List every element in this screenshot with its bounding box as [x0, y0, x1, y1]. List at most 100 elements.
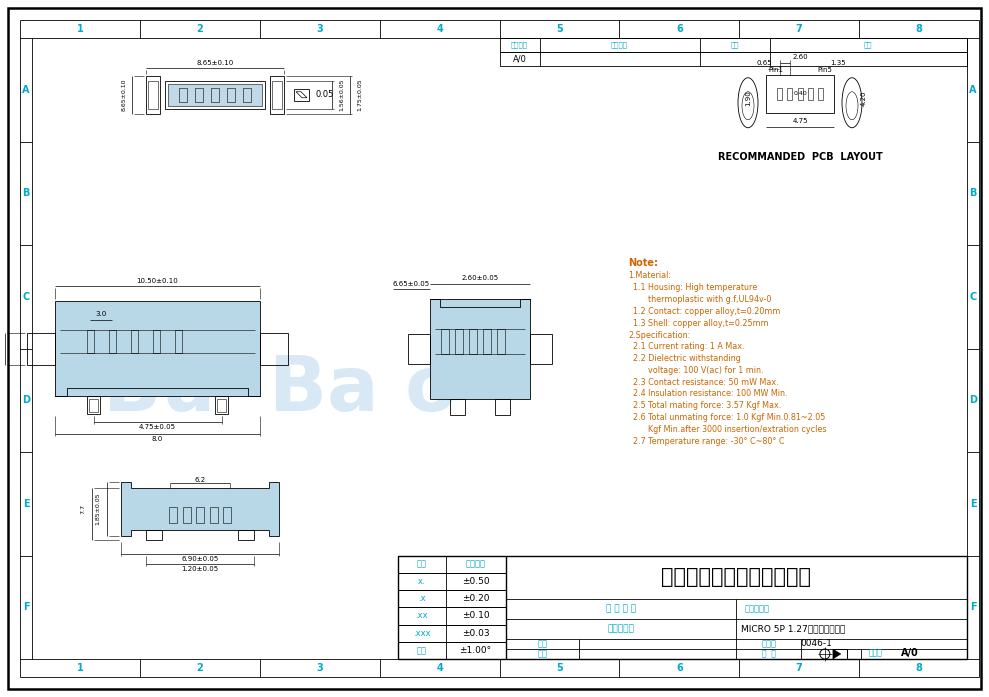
Text: 尺寸: 尺寸 [416, 560, 426, 569]
Bar [483, 328, 491, 353]
Bar [260, 332, 288, 365]
Text: 6.90±0.05: 6.90±0.05 [181, 556, 219, 562]
Text: E: E [969, 499, 976, 509]
Text: 10.50±0.10: 10.50±0.10 [136, 278, 178, 284]
Bar [797, 88, 802, 100]
Text: 版号：: 版号： [869, 648, 883, 657]
Bar [148, 81, 158, 109]
Text: 1.2 Contact: copper alloy,t=0.20mm: 1.2 Contact: copper alloy,t=0.20mm [628, 307, 780, 316]
Text: 3: 3 [316, 24, 323, 34]
Bar [766, 75, 834, 113]
Text: 审核: 审核 [537, 650, 548, 659]
Bar [408, 333, 430, 364]
Text: 视  图: 视 图 [762, 650, 775, 659]
Bar [398, 590, 505, 607]
Text: 日期: 日期 [864, 42, 872, 48]
Text: 8.65±0.10: 8.65±0.10 [122, 79, 127, 111]
Text: 4.20: 4.20 [861, 90, 867, 105]
Text: RECOMMANDED  PCB  LAYOUT: RECOMMANDED PCB LAYOUT [718, 151, 882, 162]
Text: A: A [22, 85, 30, 95]
Bar [211, 88, 219, 102]
Text: 允许公差: 允许公差 [466, 560, 486, 569]
Text: 图 纸 类 型: 图 纸 类 型 [606, 604, 636, 613]
Text: 1.1 Housing: High temperature: 1.1 Housing: High temperature [628, 283, 758, 292]
Text: 3.0: 3.0 [95, 312, 107, 318]
Text: 7.7: 7.7 [80, 504, 85, 514]
Bar [131, 330, 137, 353]
Text: ±0.20: ±0.20 [462, 594, 490, 603]
Text: 2.4 Insulation resistance: 100 MW Min.: 2.4 Insulation resistance: 100 MW Min. [628, 390, 787, 399]
Bar [495, 399, 510, 415]
Bar [270, 76, 284, 114]
Text: 3: 3 [316, 663, 323, 673]
Text: 8.0: 8.0 [152, 436, 163, 442]
Text: 6.2: 6.2 [195, 477, 206, 483]
Text: E: E [23, 499, 30, 509]
Text: Bu  Ba o: Bu Ba o [103, 353, 457, 427]
Bar [818, 88, 823, 100]
Text: Note:: Note: [628, 258, 658, 268]
Text: 6.65±0.05: 6.65±0.05 [393, 280, 430, 286]
Bar [398, 625, 505, 642]
Bar [215, 396, 228, 414]
Text: 4: 4 [436, 24, 443, 34]
Text: voltage: 100 V(ac) for 1 min.: voltage: 100 V(ac) for 1 min. [628, 366, 764, 375]
Text: 设计: 设计 [537, 639, 548, 648]
Bar [174, 330, 182, 353]
Bar [398, 556, 505, 573]
Text: 1.35: 1.35 [831, 60, 846, 66]
Bar [272, 81, 282, 109]
Bar [210, 507, 218, 523]
Text: 1: 1 [76, 663, 83, 673]
Bar [398, 607, 505, 625]
Text: 修改序号: 修改序号 [511, 42, 528, 48]
Bar [398, 573, 505, 590]
Bar [455, 328, 463, 353]
Bar [179, 88, 187, 102]
Text: 图纸名称：: 图纸名称： [745, 604, 769, 613]
Bar [109, 330, 116, 353]
Bar [168, 84, 262, 106]
Text: ±0.03: ±0.03 [462, 629, 490, 638]
Text: 修改说明: 修改说明 [611, 42, 628, 48]
Text: 8: 8 [916, 24, 923, 34]
Text: 6: 6 [675, 663, 682, 673]
Text: 0.05: 0.05 [316, 90, 334, 99]
Text: ±0.50: ±0.50 [462, 577, 490, 586]
Text: F: F [969, 602, 976, 612]
Text: C: C [23, 292, 30, 302]
Bar [441, 328, 449, 353]
Bar [27, 332, 55, 365]
Text: .xx: .xx [415, 611, 428, 620]
Text: Pin5: Pin5 [817, 67, 832, 72]
Text: 2.Specification:: 2.Specification: [628, 330, 690, 339]
Bar [497, 328, 505, 353]
Bar [169, 507, 177, 523]
Text: 4: 4 [436, 663, 443, 673]
Text: B: B [23, 188, 30, 198]
Text: 0.65: 0.65 [756, 60, 771, 66]
Text: thermoplastic with g.f,UL94v-0: thermoplastic with g.f,UL94v-0 [628, 295, 771, 304]
Text: F: F [23, 602, 30, 612]
Bar [450, 399, 465, 415]
Text: A/0: A/0 [512, 54, 526, 63]
Bar [195, 88, 203, 102]
Text: 2.1 Current rating: 1 A Max.: 2.1 Current rating: 1 A Max. [628, 342, 745, 351]
Text: 1.56±0.05: 1.56±0.05 [339, 79, 344, 111]
Bar [398, 556, 967, 659]
Text: D: D [969, 395, 977, 405]
Bar [86, 330, 94, 353]
Text: C: C [969, 292, 976, 302]
Bar [165, 81, 265, 109]
Bar [294, 89, 309, 101]
Bar [238, 530, 254, 539]
Text: x.: x. [417, 577, 425, 586]
Bar [499, 52, 967, 66]
Bar [243, 88, 251, 102]
Bar [152, 330, 159, 353]
Text: 2: 2 [197, 663, 203, 673]
Bar [430, 298, 530, 399]
Bar [183, 507, 191, 523]
Bar [398, 642, 505, 659]
Bar [530, 333, 552, 364]
